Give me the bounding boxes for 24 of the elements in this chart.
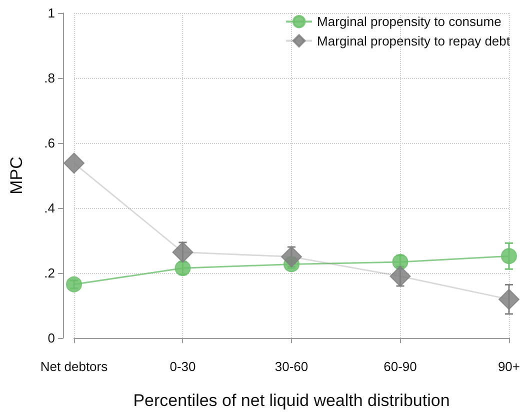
- legend-label: Marginal propensity to repay debt: [317, 33, 510, 48]
- y-tick-label: .4: [44, 200, 55, 216]
- x-axis-title: Percentiles of net liquid wealth distribution: [133, 391, 450, 410]
- x-tick-label: 30-60: [274, 359, 308, 374]
- point: [174, 260, 191, 276]
- point: [392, 254, 408, 270]
- y-tick-label: 0: [48, 330, 55, 346]
- point: [390, 266, 411, 287]
- x-tick-label: 0-30: [170, 359, 196, 374]
- y-tick-label: .2: [44, 266, 55, 280]
- point: [498, 288, 520, 310]
- y-axis-title: MPC: [7, 156, 26, 194]
- point: [172, 242, 194, 263]
- y-tick-label: .8: [44, 70, 55, 86]
- point: [280, 246, 302, 268]
- y-tick-label: .6: [44, 136, 55, 150]
- point: [66, 276, 82, 292]
- x-tick-label: 60-90: [384, 359, 417, 374]
- legend-label: Marginal propensity to consume: [317, 14, 502, 30]
- point: [64, 152, 84, 174]
- y-tick-label: 1: [48, 6, 55, 20]
- x-tick-label: 90+: [498, 359, 520, 374]
- point: [500, 248, 517, 264]
- x-tick-label: Net debtors: [40, 359, 108, 374]
